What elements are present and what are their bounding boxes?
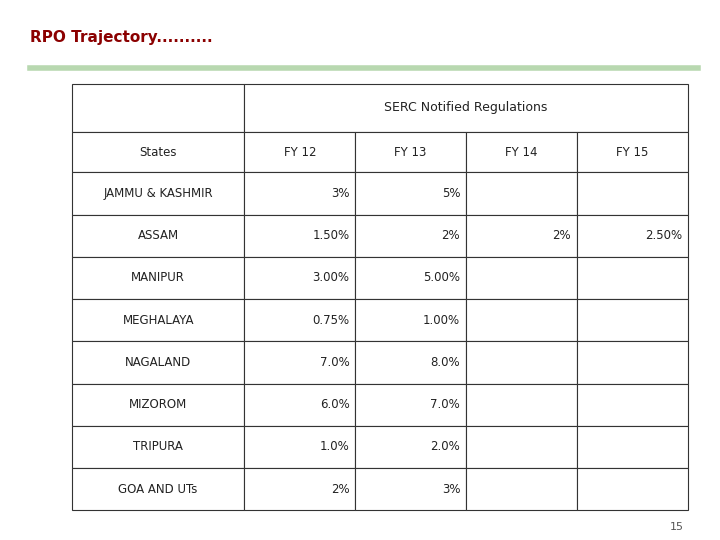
Text: States: States [140, 146, 177, 159]
Text: 3%: 3% [331, 187, 349, 200]
Text: RPO Trajectory..........: RPO Trajectory.......... [30, 30, 213, 45]
Text: FY 12: FY 12 [284, 146, 316, 159]
Text: 15: 15 [670, 522, 684, 531]
Text: 3%: 3% [442, 483, 460, 496]
Text: FY 13: FY 13 [395, 146, 427, 159]
Text: 8.0%: 8.0% [431, 356, 460, 369]
Text: ASSAM: ASSAM [138, 230, 179, 242]
Text: 1.50%: 1.50% [312, 230, 349, 242]
Text: NAGALAND: NAGALAND [125, 356, 192, 369]
Text: JAMMU & KASHMIR: JAMMU & KASHMIR [104, 187, 213, 200]
Text: FY 15: FY 15 [616, 146, 649, 159]
Text: 1.0%: 1.0% [320, 441, 349, 454]
Text: 7.0%: 7.0% [431, 398, 460, 411]
Text: TRIPURA: TRIPURA [133, 441, 183, 454]
Text: 7.0%: 7.0% [320, 356, 349, 369]
Text: 5.00%: 5.00% [423, 272, 460, 285]
Text: MIZOROM: MIZOROM [129, 398, 187, 411]
Text: 2%: 2% [552, 230, 571, 242]
Text: MEGHALAYA: MEGHALAYA [122, 314, 194, 327]
Text: 1.00%: 1.00% [423, 314, 460, 327]
Text: 2%: 2% [330, 483, 349, 496]
Text: 5%: 5% [442, 187, 460, 200]
Text: 0.75%: 0.75% [312, 314, 349, 327]
Text: 2.0%: 2.0% [431, 441, 460, 454]
Text: 6.0%: 6.0% [320, 398, 349, 411]
Text: FY 14: FY 14 [505, 146, 538, 159]
Text: MANIPUR: MANIPUR [131, 272, 185, 285]
Text: SERC Notified Regulations: SERC Notified Regulations [384, 102, 548, 114]
Text: 2.50%: 2.50% [644, 230, 682, 242]
Text: GOA AND UTs: GOA AND UTs [119, 483, 198, 496]
Text: 2%: 2% [441, 230, 460, 242]
Text: 3.00%: 3.00% [312, 272, 349, 285]
